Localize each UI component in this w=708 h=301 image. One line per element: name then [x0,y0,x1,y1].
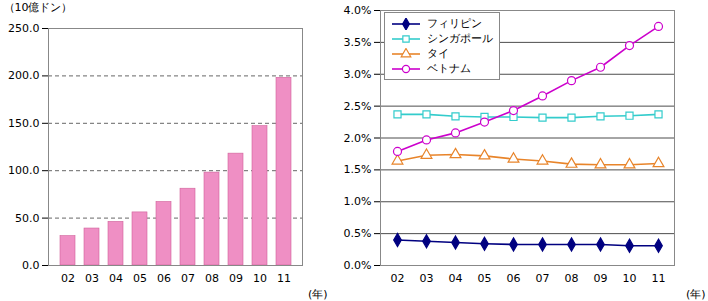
svg-text:07: 07 [181,272,195,285]
svg-text:08: 08 [205,272,219,285]
svg-text:150.0: 150.0 [8,117,40,130]
svg-text:0.0: 0.0 [22,259,40,272]
svg-text:2.5%: 2.5% [344,100,372,113]
svg-text:200.0: 200.0 [8,69,40,82]
svg-text:06: 06 [507,272,521,285]
svg-text:0.0%: 0.0% [344,259,372,272]
svg-text:05: 05 [478,272,492,285]
svg-text:10: 10 [623,272,637,285]
svg-text:05: 05 [133,272,147,285]
svg-text:11: 11 [277,272,291,285]
svg-text:（10億ドン）: （10億ドン） [4,1,73,14]
svg-text:1.5%: 1.5% [344,163,372,176]
svg-text:1.0%: 1.0% [344,195,372,208]
svg-text:06: 06 [157,272,171,285]
svg-text:03: 03 [420,272,434,285]
html-text:シンガポール: シンガポール [427,32,493,45]
svg-text:0.5%: 0.5% [344,227,372,240]
svg-text:10: 10 [253,272,267,285]
svg-text:250.0: 250.0 [8,22,40,35]
html-text:ベトナム: ベトナム [427,62,471,75]
svg-text:04: 04 [449,272,463,285]
html-text:フィリピン: フィリピン [427,17,482,30]
svg-text:(年): (年) [686,288,706,301]
svg-text:11: 11 [652,272,666,285]
svg-text:02: 02 [391,272,405,285]
svg-text:(年): (年) [308,288,328,301]
svg-text:2.0%: 2.0% [344,132,372,145]
svg-text:100.0: 100.0 [8,164,40,177]
svg-text:09: 09 [229,272,243,285]
svg-text:03: 03 [85,272,99,285]
svg-text:50.0: 50.0 [15,212,40,225]
svg-text:04: 04 [109,272,123,285]
svg-text:08: 08 [565,272,579,285]
svg-text:02: 02 [61,272,75,285]
svg-text:4.0%: 4.0% [344,4,372,17]
svg-text:09: 09 [594,272,608,285]
html-text:タイ: タイ [427,47,449,60]
svg-text:3.5%: 3.5% [344,36,372,49]
svg-text:07: 07 [536,272,550,285]
svg-text:3.0%: 3.0% [344,68,372,81]
